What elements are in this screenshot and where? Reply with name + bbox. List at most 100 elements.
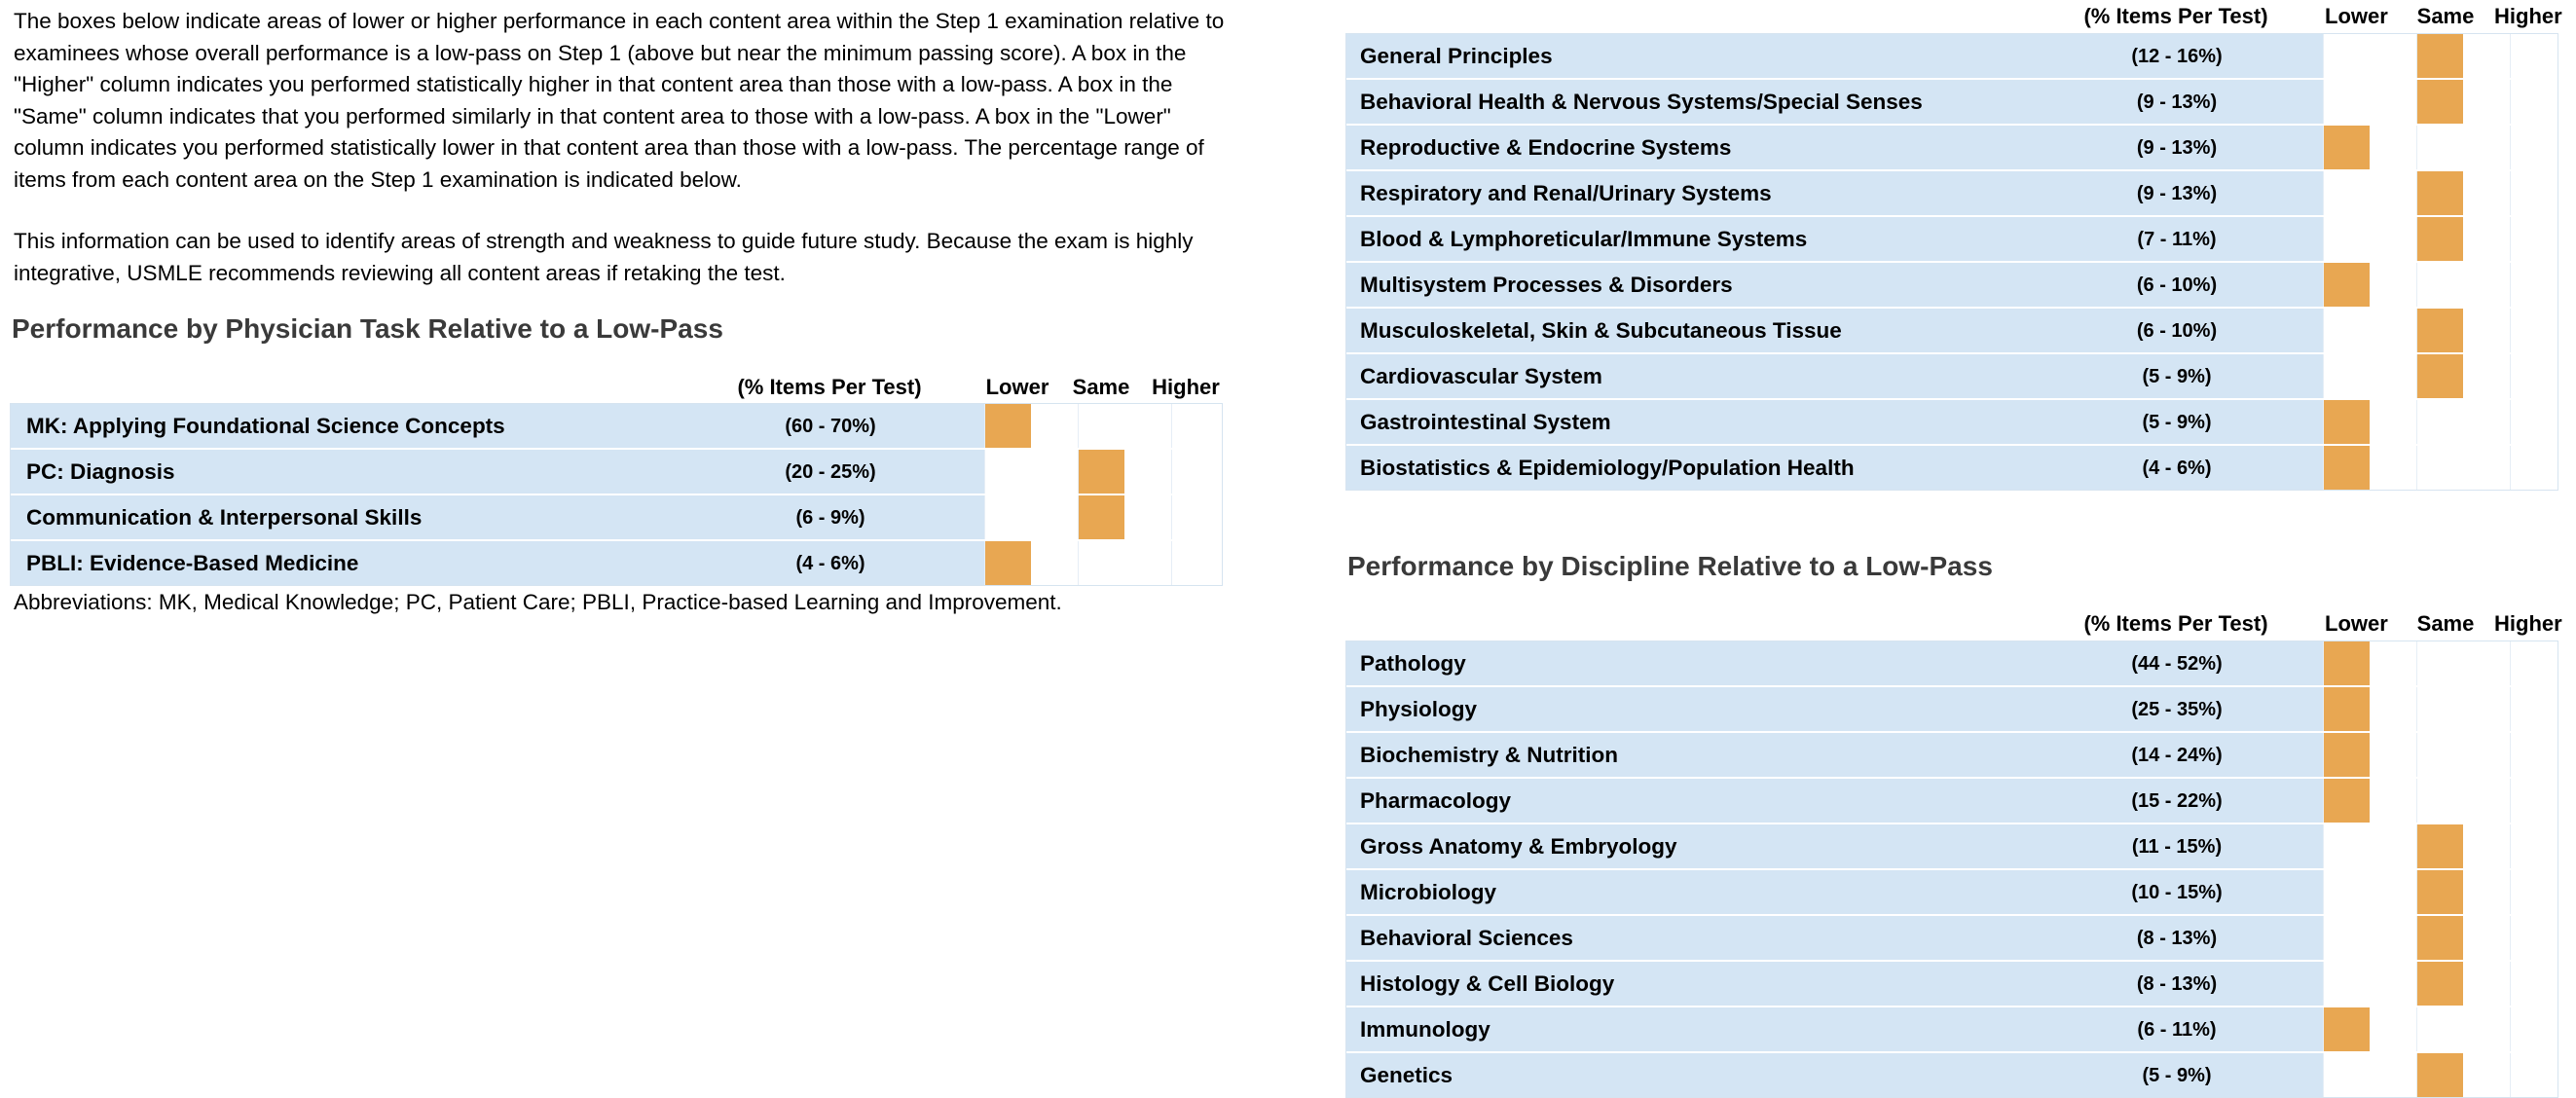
lower-performance-box bbox=[984, 404, 1031, 448]
content-area-name: Histology & Cell Biology bbox=[1360, 971, 1615, 996]
lower-performance-box bbox=[984, 541, 1031, 585]
content-area-name: Reproductive & Endocrine Systems bbox=[1360, 135, 1732, 160]
items-percent-range: (9 - 13%) bbox=[2136, 183, 2218, 204]
lower-performance-box bbox=[2323, 309, 2370, 352]
higher-performance-box bbox=[2510, 80, 2558, 124]
discipline-performance-table: (% Items Per Test) Lower Same Higher Pat… bbox=[1345, 607, 2562, 1098]
items-percent-range: (20 - 25%) bbox=[785, 461, 876, 483]
discipline-section-title: Performance by Discipline Relative to a … bbox=[1347, 551, 1993, 581]
lower-performance-box bbox=[2323, 80, 2370, 124]
row-label-cell: Biochemistry & Nutrition (14 - 24%) bbox=[1346, 733, 2323, 777]
higher-column-header: Higher bbox=[2494, 611, 2562, 636]
content-area-name: Gastrointestinal System bbox=[1360, 410, 1611, 434]
content-area-name: Multisystem Processes & Disorders bbox=[1360, 273, 1733, 297]
row-label-cell: Microbiology (10 - 15%) bbox=[1346, 870, 2323, 914]
table-row: Genetics (5 - 9%) bbox=[1346, 1053, 2558, 1097]
higher-performance-box bbox=[2510, 263, 2558, 307]
items-percent-range: (8 - 13%) bbox=[2136, 928, 2218, 949]
higher-performance-box bbox=[1171, 404, 1222, 448]
content-area-name: Respiratory and Renal/Urinary Systems bbox=[1360, 181, 1772, 205]
same-performance-box bbox=[2416, 126, 2463, 169]
higher-performance-box bbox=[2510, 733, 2558, 777]
items-percent-range: (6 - 9%) bbox=[795, 507, 865, 529]
row-label-cell: Communication & Interpersonal Skills (6 -… bbox=[11, 495, 984, 539]
row-label-cell: Multisystem Processes & Disorders (6 - 10… bbox=[1346, 263, 2323, 307]
row-label-cell: Gastrointestinal System (5 - 9%) bbox=[1346, 400, 2323, 444]
items-percent-range: (11 - 15%) bbox=[2131, 836, 2223, 858]
lower-performance-box bbox=[2323, 354, 2370, 398]
items-percent-range: (8 - 13%) bbox=[2136, 973, 2218, 995]
lower-performance-box bbox=[2323, 916, 2370, 960]
same-performance-box bbox=[2416, 1053, 2463, 1097]
lower-performance-box bbox=[2323, 126, 2370, 169]
same-performance-box bbox=[2416, 446, 2463, 490]
table-row: Pathology (44 - 52%) bbox=[1346, 641, 2558, 687]
content-area-name: Physiology bbox=[1360, 697, 1478, 721]
higher-performance-box bbox=[2510, 217, 2558, 261]
same-performance-box bbox=[2416, 217, 2463, 261]
table-row: Gross Anatomy & Embryology (11 - 15%) bbox=[1346, 824, 2558, 870]
content-area-name: Communication & Interpersonal Skills bbox=[26, 505, 423, 530]
higher-performance-box bbox=[2510, 687, 2558, 731]
same-performance-box bbox=[2416, 171, 2463, 215]
table-body: MK: Applying Foundational Science Concep… bbox=[10, 403, 1223, 586]
lower-performance-box bbox=[984, 495, 1031, 539]
higher-performance-box bbox=[1171, 541, 1222, 585]
same-performance-box bbox=[1078, 541, 1124, 585]
row-label-cell: PBLI: Evidence-Based Medicine (4 - 6%) bbox=[11, 541, 984, 585]
same-performance-box bbox=[2416, 733, 2463, 777]
table-row: Cardiovascular System (5 - 9%) bbox=[1346, 354, 2558, 400]
content-area-name: Behavioral Sciences bbox=[1360, 926, 1573, 950]
higher-performance-box bbox=[2510, 34, 2558, 78]
items-percent-range: (7 - 11%) bbox=[2137, 229, 2217, 250]
abbreviations-note: Abbreviations: MK, Medical Knowledge; PC… bbox=[14, 590, 1062, 614]
table-header: (% Items Per Test) Lower Same Higher bbox=[1345, 0, 2561, 33]
items-percent-range: (5 - 9%) bbox=[2142, 366, 2212, 387]
lower-performance-box bbox=[2323, 779, 2370, 823]
lower-performance-box bbox=[2323, 171, 2370, 215]
table-row: Musculoskeletal, Skin & Subcutaneous Tis… bbox=[1346, 309, 2558, 354]
items-percent-range: (9 - 13%) bbox=[2136, 92, 2218, 113]
row-label-cell: Pharmacology (15 - 22%) bbox=[1346, 779, 2323, 823]
items-percent-range: (6 - 11%) bbox=[2137, 1019, 2217, 1041]
lower-performance-box bbox=[2323, 733, 2370, 777]
content-area-name: PC: Diagnosis bbox=[26, 459, 175, 484]
same-performance-box bbox=[2416, 309, 2463, 352]
row-label-cell: Genetics (5 - 9%) bbox=[1346, 1053, 2323, 1097]
table-row: Reproductive & Endocrine Systems (9 - 13%… bbox=[1346, 126, 2558, 171]
higher-performance-box bbox=[2510, 309, 2558, 352]
same-performance-box bbox=[2416, 824, 2463, 868]
same-performance-box bbox=[2416, 263, 2463, 307]
same-column-header: Same bbox=[2416, 611, 2475, 636]
intro-paragraph-2: This information can be used to identify… bbox=[14, 229, 1194, 285]
lower-performance-box bbox=[2323, 263, 2370, 307]
items-percent-range: (12 - 16%) bbox=[2131, 46, 2223, 67]
table-row: Physiology (25 - 35%) bbox=[1346, 687, 2558, 733]
higher-performance-box bbox=[2510, 446, 2558, 490]
table-body: Pathology (44 - 52%) Physiology (25 - 35%) B… bbox=[1345, 640, 2558, 1098]
items-percent-range: (6 - 10%) bbox=[2136, 320, 2218, 342]
items-percent-range: (4 - 6%) bbox=[795, 553, 865, 574]
same-performance-box bbox=[1078, 404, 1124, 448]
items-percent-range: (9 - 13%) bbox=[2136, 137, 2218, 159]
same-performance-box bbox=[2416, 779, 2463, 823]
table-row: MK: Applying Foundational Science Concep… bbox=[11, 404, 1222, 450]
content-area-name: Microbiology bbox=[1360, 880, 1496, 904]
table-row: Immunology (6 - 11%) bbox=[1346, 1007, 2558, 1053]
items-percent-range: (15 - 22%) bbox=[2131, 790, 2223, 812]
task-section-title: Performance by Physician Task Relative t… bbox=[12, 313, 723, 344]
pct-column-header: (% Items Per Test) bbox=[2083, 611, 2268, 636]
same-performance-box bbox=[2416, 916, 2463, 960]
content-area-name: Immunology bbox=[1360, 1017, 1490, 1042]
table-row: Communication & Interpersonal Skills (6 -… bbox=[11, 495, 1222, 541]
lower-performance-box bbox=[2323, 1007, 2370, 1051]
row-label-cell: Gross Anatomy & Embryology (11 - 15%) bbox=[1346, 824, 2323, 868]
content-area-name: Pharmacology bbox=[1360, 788, 1512, 813]
higher-performance-box bbox=[2510, 824, 2558, 868]
same-column-header: Same bbox=[1072, 375, 1130, 399]
row-label-cell: Histology & Cell Biology (8 - 13%) bbox=[1346, 962, 2323, 1006]
row-label-cell: Musculoskeletal, Skin & Subcutaneous Tis… bbox=[1346, 309, 2323, 352]
lower-performance-box bbox=[2323, 824, 2370, 868]
table-body: General Principles (12 - 16%) Behavioral H… bbox=[1345, 33, 2558, 491]
items-percent-range: (10 - 15%) bbox=[2131, 882, 2223, 903]
